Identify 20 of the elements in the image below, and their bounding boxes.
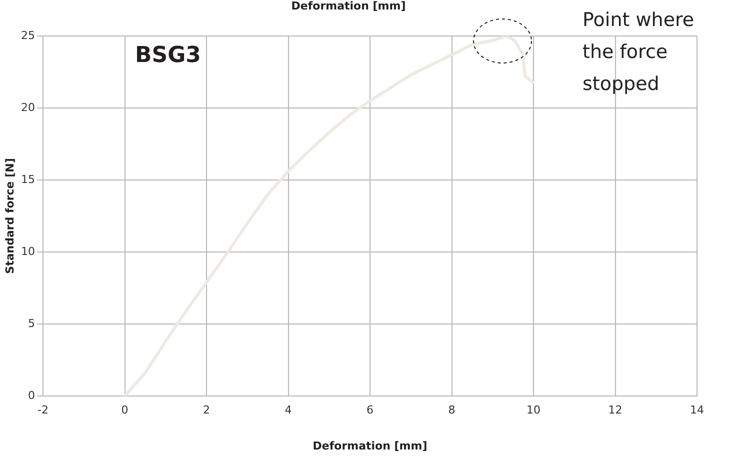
x-tick-label: 4: [284, 403, 292, 416]
x-tick-label: 0: [121, 403, 128, 416]
x-tick-label: -2: [38, 403, 48, 416]
x-tick-label: 2: [203, 403, 210, 416]
y-tick-label: 20: [21, 100, 35, 114]
x-tick-label: 6: [366, 403, 374, 416]
y-tick-label: 0: [28, 388, 35, 402]
y-tick-label: 10: [21, 244, 35, 258]
x-tick-label: 12: [608, 403, 622, 416]
x-tick-label: 8: [448, 403, 456, 416]
y-tick-label: 15: [21, 172, 35, 186]
annotation: Point where the force stopped: [582, 9, 694, 95]
y-axis-title: Standard force [N]: [3, 158, 16, 274]
annotation: BSG3: [135, 43, 201, 68]
x-tick-label: 14: [690, 403, 704, 416]
chart-title: Deformation [mm]: [291, 0, 406, 12]
y-tick-label: 5: [28, 316, 35, 330]
x-axis-title: Deformation [mm]: [312, 439, 428, 452]
x-tick-label: 10: [526, 403, 540, 416]
y-tick-label: 25: [21, 28, 35, 42]
